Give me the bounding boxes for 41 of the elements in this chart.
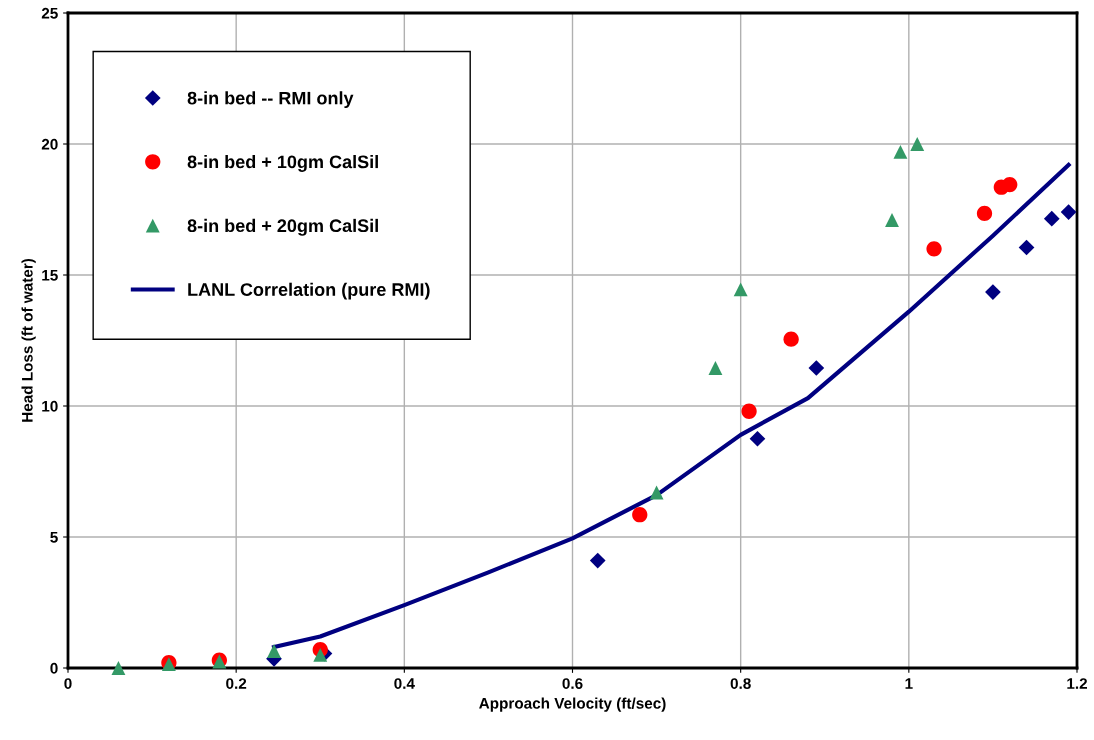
point — [976, 205, 993, 222]
x-tick-label: 1.2 — [1067, 678, 1088, 689]
legend-label: 8-in bed + 20gm CalSil — [187, 218, 378, 236]
x-tick-label: 0.8 — [730, 678, 751, 689]
point — [1018, 239, 1035, 256]
legend-label: LANL Correlation (pure RMI) — [188, 282, 430, 300]
point — [893, 144, 908, 159]
x-tick-label: 0.4 — [394, 678, 415, 689]
point — [708, 361, 723, 375]
x-tick-label: 0 — [64, 678, 72, 689]
y-tick-label: 5 — [50, 532, 58, 543]
legend-label: 8-in bed + 10gm CalSil — [187, 155, 378, 172]
point — [313, 647, 328, 662]
point — [733, 282, 748, 297]
y-tick-label: 15 — [42, 270, 58, 281]
point — [926, 241, 942, 257]
x-tick-label: 0.2 — [226, 678, 247, 689]
point — [741, 403, 757, 419]
point — [1043, 210, 1060, 227]
point — [1002, 176, 1018, 193]
point — [649, 485, 664, 500]
point — [267, 644, 281, 658]
y-tick-label: 25 — [41, 7, 58, 19]
point — [749, 430, 766, 447]
y-axis-title: Head Loss (ft of water) — [21, 258, 36, 422]
point — [783, 331, 799, 347]
x-axis-title: Approach Velocity (ft/sec) — [479, 697, 666, 712]
x-tick-label: 1 — [905, 678, 913, 689]
point — [589, 552, 606, 569]
point — [632, 507, 648, 523]
point — [111, 661, 126, 675]
point — [985, 284, 1001, 300]
x-tick-label: 0.6 — [562, 678, 583, 689]
y-tick-label: 0 — [50, 662, 58, 674]
point — [910, 137, 925, 151]
y-tick-label: 10 — [42, 400, 58, 412]
point — [1060, 204, 1077, 220]
point — [808, 360, 825, 376]
point — [885, 213, 899, 227]
y-tick-label: 20 — [41, 138, 58, 150]
legend-label: 8-in bed -- RMI only — [187, 91, 354, 109]
